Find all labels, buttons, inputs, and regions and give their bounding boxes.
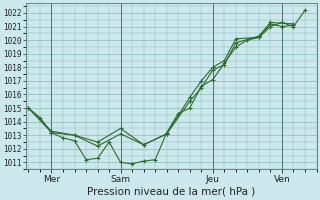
X-axis label: Pression niveau de la mer( hPa ): Pression niveau de la mer( hPa ) [87,187,255,197]
